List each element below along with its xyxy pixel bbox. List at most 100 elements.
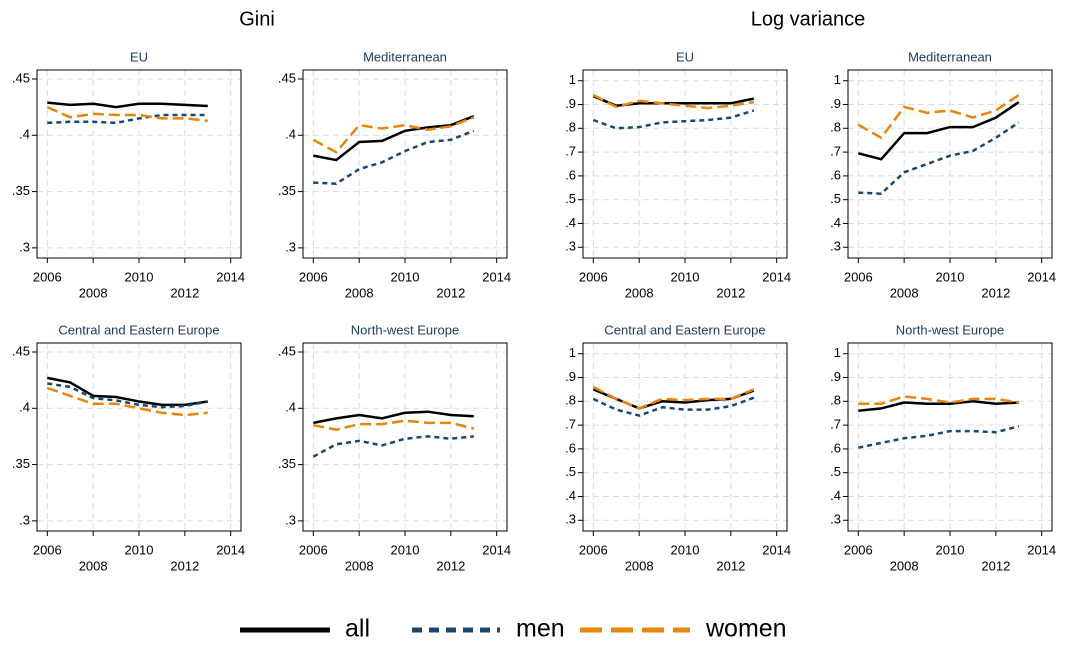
y-tick-label: .4 [19, 127, 30, 142]
legend-label: all [345, 615, 370, 643]
x-tick-label: 2014 [482, 542, 511, 557]
y-tick-label: .7 [830, 417, 841, 432]
x-tick-label: 2010 [125, 269, 154, 284]
x-tick-label: 2012 [436, 558, 465, 573]
y-tick-label: .9 [565, 369, 576, 384]
panel-title: Central and Eastern Europe [58, 322, 219, 337]
y-tick-label: .6 [830, 167, 841, 182]
y-tick-label: .3 [285, 239, 296, 254]
x-tick-label: 2012 [170, 558, 199, 573]
series-line [592, 109, 755, 130]
y-tick-label: .7 [565, 144, 576, 159]
series-line [47, 101, 208, 109]
x-tick-label: 2008 [345, 285, 374, 300]
y-tick-label: .6 [830, 440, 841, 455]
series-line [313, 419, 475, 431]
y-tick-label: .9 [565, 96, 576, 111]
y-tick-label: .5 [830, 464, 841, 479]
panel-title: EU [676, 49, 694, 64]
series-line [857, 101, 1020, 161]
series-line [858, 121, 1020, 195]
series-line [313, 410, 474, 425]
series-line [46, 105, 208, 122]
x-tick-label: 2010 [671, 269, 700, 284]
legend-label: men [516, 615, 565, 643]
x-tick-label: 2012 [981, 558, 1010, 573]
series-line [47, 376, 208, 407]
y-tick-label: .8 [565, 393, 576, 408]
series-line [313, 115, 475, 162]
y-tick-label: .35 [278, 183, 296, 198]
x-tick-label: 2010 [671, 542, 700, 557]
x-tick-label: 2006 [844, 269, 873, 284]
x-tick-label: 2006 [579, 269, 608, 284]
y-tick-label: .35 [12, 456, 30, 471]
x-tick-label: 2006 [844, 542, 873, 557]
series-line [312, 435, 474, 458]
x-tick-label: 2006 [33, 542, 62, 557]
series-line [313, 129, 475, 185]
y-tick-label: 1 [569, 345, 576, 360]
plot-frame [302, 342, 508, 532]
y-tick-label: .3 [19, 239, 30, 254]
y-tick-label: 1 [834, 72, 841, 87]
y-tick-label: .4 [285, 400, 296, 415]
y-tick-label: .35 [278, 456, 296, 471]
x-tick-label: 2014 [762, 542, 791, 557]
y-tick-label: .4 [565, 488, 576, 503]
y-tick-label: .45 [12, 343, 30, 358]
plot-frame [582, 342, 788, 532]
y-tick-label: .8 [830, 393, 841, 408]
group-title: Gini [239, 8, 275, 30]
x-tick-label: 2008 [79, 285, 108, 300]
x-tick-label: 2014 [216, 542, 245, 557]
y-tick-label: .6 [565, 167, 576, 182]
y-tick-label: .3 [19, 512, 30, 527]
series-line [858, 400, 1019, 413]
x-tick-label: 2014 [216, 269, 245, 284]
y-tick-label: .3 [285, 512, 296, 527]
y-tick-label: .45 [278, 70, 296, 85]
x-tick-label: 2008 [345, 558, 374, 573]
plot-frame [847, 69, 1053, 259]
plot-frame [847, 342, 1053, 532]
panel-title: Mediterranean [363, 49, 447, 64]
plot-frame [302, 69, 508, 259]
y-tick-label: .8 [565, 120, 576, 135]
series-line [592, 93, 754, 110]
y-tick-label: .7 [830, 144, 841, 159]
x-tick-label: 2010 [936, 269, 965, 284]
series-line [47, 382, 209, 409]
series-line [592, 385, 755, 410]
x-tick-label: 2014 [482, 269, 511, 284]
group-title: Log variance [751, 8, 866, 30]
x-tick-label: 2014 [1027, 269, 1056, 284]
y-tick-label: .4 [830, 488, 841, 503]
panel-title: EU [130, 49, 148, 64]
y-tick-label: .9 [830, 96, 841, 111]
y-tick-label: .4 [19, 400, 30, 415]
series-line [46, 386, 208, 417]
y-tick-label: .4 [830, 215, 841, 230]
x-tick-label: 2012 [981, 285, 1010, 300]
legend-label: women [705, 615, 787, 643]
panel-title: Central and Eastern Europe [604, 322, 765, 337]
panel-title: North-west Europe [896, 322, 1004, 337]
y-tick-label: .6 [565, 440, 576, 455]
x-tick-label: 2010 [936, 542, 965, 557]
series-line [858, 395, 1019, 405]
y-tick-label: .7 [565, 417, 576, 432]
series-line [857, 93, 1020, 140]
x-tick-label: 2010 [391, 542, 420, 557]
y-tick-label: .45 [12, 70, 30, 85]
x-tick-label: 2008 [625, 285, 654, 300]
x-tick-label: 2006 [579, 542, 608, 557]
y-tick-label: .45 [278, 343, 296, 358]
x-tick-label: 2006 [299, 269, 328, 284]
x-tick-label: 2014 [1027, 542, 1056, 557]
plot-frame [36, 342, 242, 532]
x-tick-label: 2006 [33, 269, 62, 284]
series-line [592, 396, 755, 417]
y-tick-label: .35 [12, 183, 30, 198]
